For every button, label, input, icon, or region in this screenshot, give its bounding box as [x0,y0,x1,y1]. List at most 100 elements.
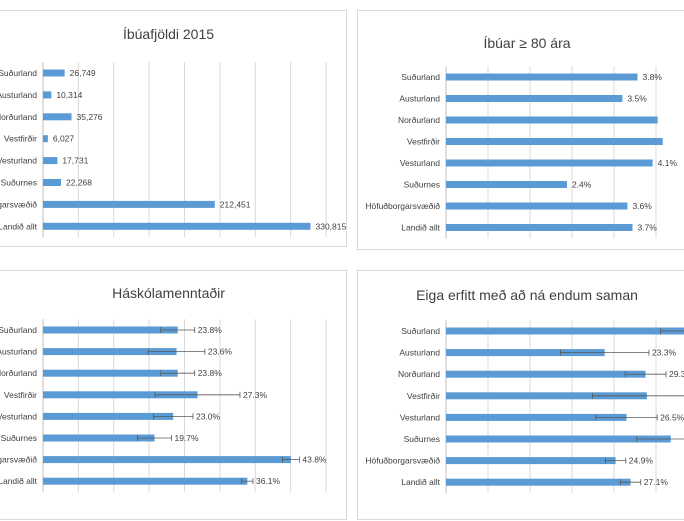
category-label: Vesturland [400,158,440,168]
data-label: 26,749 [70,68,96,78]
chart-plot-area: Suðurland 3.8% Austurland 3.5% Norðurland Ves… [365,66,678,239]
category-label: Suðurnes [404,180,440,190]
bar [446,116,658,124]
bar [43,179,62,186]
bar [446,202,628,210]
chart-plot-area: Suðurland 26,749 Austurland 10,314 Norðurlan… [0,62,346,238]
category-label: Norðurland [0,368,37,378]
category-label: Norðurland [398,115,440,125]
chart-residents-80-plus: Íbúar ≥ 80 ára Suðurland 3.8% Austurland 3.… [357,10,684,250]
category-label: Vesturland [0,411,37,421]
data-label: 22,268 [66,178,92,188]
data-label: 2.4% [572,180,592,190]
bar [43,412,174,420]
category-label: Norðurland [398,369,440,379]
bar [43,456,291,464]
bar [43,135,48,143]
bar [446,435,671,443]
category-label: Höfuðborgarsvæðið [365,456,440,466]
data-label: 35,276 [77,112,103,122]
bar [43,434,155,442]
chart-university-educated: Háskólamenntaðir Suðurland 23.8% Austurlan… [0,270,347,520]
bar [446,349,605,357]
bar [43,157,58,165]
category-label: Vestfirðir [407,391,440,401]
bar [446,478,631,486]
category-label: Norðurland [0,112,37,122]
category-label: Landið allt [0,476,38,486]
data-label: 43.8% [302,455,327,465]
data-label: 6,027 [53,134,75,144]
category-label: Suðurnes [1,433,37,443]
bar [446,224,633,231]
bar [446,370,646,378]
chart-title: Íbúafjöldi 2015 [122,26,215,42]
bar [446,392,647,400]
data-label: 330,815 [315,221,346,231]
category-label: Landið allt [0,221,38,231]
category-label: Vestfirðir [407,137,440,147]
bar [446,159,653,167]
data-label: 27.1% [644,477,669,487]
data-label: 19.7% [174,433,199,443]
chart-title: Háskólamenntaðir [112,285,225,301]
category-label: Austurland [399,348,440,358]
data-label: 212,451 [220,199,251,209]
category-label: Vestfirðir [4,134,37,144]
data-label: 10,314 [56,90,82,100]
category-label: Landið allt [401,477,440,487]
data-label: 4.1% [658,158,678,168]
category-label: Suðurland [0,325,37,335]
category-label: Suðurland [0,68,37,78]
bar [43,222,311,230]
category-label: Suðurland [401,72,440,82]
category-label: Höfuðborgarsvæðið [365,201,440,211]
data-label: 26.5% [660,412,684,422]
data-label: 29.3% [669,369,684,379]
bar [446,73,638,81]
data-label: 23.8% [198,368,223,378]
data-label: 27.3% [243,390,268,400]
bar [43,348,177,356]
bar [446,457,616,465]
data-label: 23.3% [652,348,677,358]
data-label: 23.8% [198,325,223,335]
data-label: 23.0% [196,411,221,421]
category-label: Höfuðborgarsvæðið [0,199,37,209]
bar [446,95,623,102]
data-label: 24.9% [629,456,654,466]
category-label: Austurland [0,347,37,357]
category-label: Austurland [0,90,37,100]
data-label: 3.6% [632,201,652,211]
chart-hard-to-make-ends-meet: Eiga erfitt með að ná endum saman Suðurl… [357,270,684,520]
category-label: Suðurnes [1,178,37,188]
category-label: Suðurnes [404,434,440,444]
bar [43,391,198,399]
bar [43,369,178,377]
category-label: Vesturland [0,156,37,166]
data-label: 3.5% [627,94,647,104]
data-label: 36.1% [256,476,281,486]
chart-population-2015: Íbúafjöldi 2015 Suðurland 26,749 Austurlan… [0,10,347,247]
category-label: Austurland [399,94,440,104]
bar [43,69,65,77]
data-label: 3.8% [643,72,663,82]
bar [43,113,72,121]
category-label: Vesturland [400,412,440,422]
chart-plot-area: Suðurland 23.8% Austurland 23.6% Norðurland 2… [0,319,327,492]
category-label: Vestfirðir [4,390,37,400]
bar [43,91,52,99]
bar [446,413,627,421]
data-label: 3.7% [637,223,657,233]
chart-plot-area: Suðurland Austurland 23.3% Norðurland 29.3% V… [365,320,684,493]
data-label: 23.6% [208,347,233,357]
data-label: 17,731 [62,156,88,166]
category-label: Suðurland [401,326,440,336]
bar [446,138,663,145]
category-label: Höfuðborgarsvæðið [0,455,37,465]
bar [43,326,178,334]
bar [446,181,567,188]
bar [43,200,215,208]
chart-title: Eiga erfitt með að ná endum saman [416,287,638,303]
bar [446,327,684,335]
